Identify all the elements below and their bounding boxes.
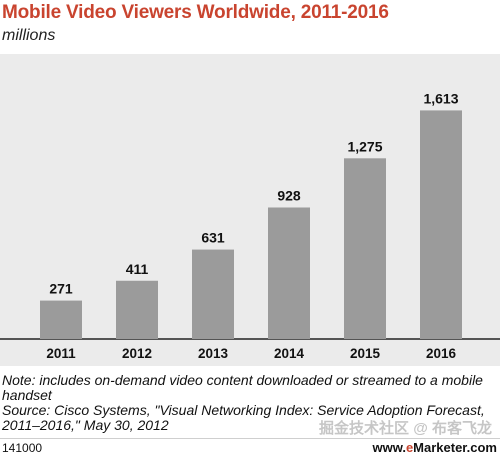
bar-value-label-2011: 271	[49, 281, 73, 297]
bar-2011	[40, 300, 82, 339]
x-tick-label-2015: 2015	[350, 346, 381, 361]
bar-2012	[116, 280, 158, 339]
chart-plot-area: 271 2011 411 2012 631 2013 928 2014 1,275 2015 1,6…	[0, 54, 500, 366]
bar-value-label-2012: 411	[126, 261, 149, 277]
chart-title: Mobile Video Viewers Worldwide, 2011-201…	[2, 2, 389, 23]
bar-2013	[192, 249, 234, 339]
bar-value-label-2015: 1,275	[347, 138, 382, 154]
brand-e-letter: e	[405, 440, 414, 455]
x-tick-label-2012: 2012	[122, 346, 152, 361]
bar-2015	[344, 158, 386, 339]
x-tick-label-2011: 2011	[46, 346, 76, 361]
chart-id: 141000	[2, 441, 43, 455]
x-tick-label-2016: 2016	[426, 346, 457, 361]
chart-note: Note: includes on-demand video content d…	[2, 372, 483, 403]
chart-source: Source: Cisco Systems, "Visual Networkin…	[2, 402, 485, 433]
bar-2014	[268, 207, 310, 339]
x-tick-label-2013: 2013	[198, 346, 229, 361]
brand-prefix: www.	[372, 440, 406, 455]
bar-value-label-2013: 631	[201, 230, 225, 246]
bar-chart: 271 2011 411 2012 631 2013 928 2014 1,275 2015 1,6…	[0, 90, 500, 361]
emarketer-brand: www.eMarketer.com	[372, 439, 497, 457]
x-tick-label-2014: 2014	[274, 346, 305, 361]
bar-value-label-2014: 928	[277, 187, 301, 203]
bar-value-label-2016: 1,613	[423, 90, 458, 106]
bar-2016	[420, 110, 462, 339]
brand-suffix: Marketer.com	[413, 440, 497, 455]
chart-notes: Note: includes on-demand video content d…	[2, 373, 492, 433]
chart-footer: 141000 www.eMarketer.com	[0, 438, 500, 457]
chart-subtitle: millions	[2, 27, 56, 44]
